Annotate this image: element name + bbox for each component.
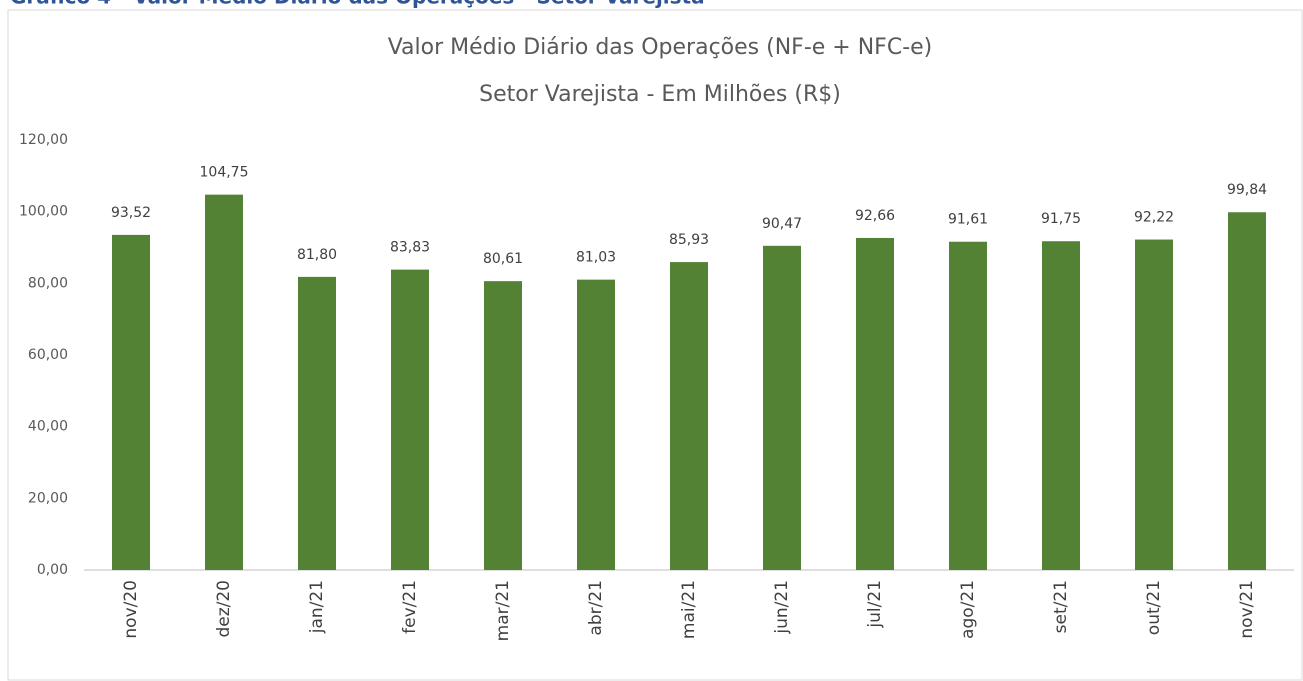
chart-frame (7, 9, 1303, 681)
value-label: 83,83 (390, 240, 430, 256)
y-tick-label: 120,00 (19, 132, 68, 148)
bar (205, 194, 243, 571)
bar (856, 237, 894, 571)
x-tick-label: set/21 (1051, 580, 1071, 633)
x-tick-label: mar/21 (493, 580, 513, 641)
y-tick-label: 0,00 (37, 562, 68, 578)
bar (670, 262, 708, 570)
chart-title: Valor Médio Diário das Operações (NF-e +… (388, 35, 933, 60)
y-tick-label: 100,00 (19, 204, 68, 220)
y-tick-label: 40,00 (28, 419, 68, 435)
bar (112, 234, 150, 571)
chart-subtitle: Setor Varejista - Em Milhões (R$) (479, 82, 841, 107)
x-tick-label: out/21 (1144, 580, 1164, 635)
x-tick-label: abr/21 (586, 580, 606, 636)
bar (298, 276, 336, 570)
bar (1135, 239, 1173, 571)
value-label: 104,75 (200, 165, 249, 181)
value-label: 93,52 (111, 205, 151, 221)
bar (763, 245, 801, 570)
bar (1228, 212, 1266, 571)
y-tick-label: 60,00 (28, 347, 68, 363)
y-tick-label: 80,00 (28, 275, 68, 291)
x-tick-label: nov/21 (1237, 580, 1257, 639)
value-label: 99,84 (1227, 182, 1267, 198)
x-tick-label: mai/21 (679, 580, 699, 639)
bar (391, 269, 429, 570)
value-label: 90,47 (762, 216, 802, 232)
x-tick-label: jan/21 (307, 580, 327, 634)
value-label: 80,61 (483, 251, 523, 267)
value-label: 92,22 (1134, 210, 1174, 226)
bar (484, 281, 522, 570)
bar (577, 279, 615, 570)
value-label: 92,66 (855, 208, 895, 224)
caption: Gráfico 4 - Valor Médio Diário das Opera… (10, 0, 705, 9)
x-tick-label: nov/20 (121, 580, 141, 639)
value-label: 91,61 (948, 212, 988, 228)
x-tick-label: fev/21 (400, 580, 420, 634)
x-tick-label: ago/21 (958, 580, 978, 639)
bar (949, 241, 987, 570)
x-tick-label: jul/21 (865, 580, 885, 629)
value-label: 81,03 (576, 250, 616, 266)
x-tick-label: jun/21 (772, 580, 792, 635)
x-tick-label: dez/20 (214, 580, 234, 638)
bar (1042, 241, 1080, 570)
value-label: 85,93 (669, 232, 709, 248)
y-tick-label: 20,00 (28, 490, 68, 506)
value-label: 81,80 (297, 247, 337, 263)
value-label: 91,75 (1041, 211, 1081, 227)
